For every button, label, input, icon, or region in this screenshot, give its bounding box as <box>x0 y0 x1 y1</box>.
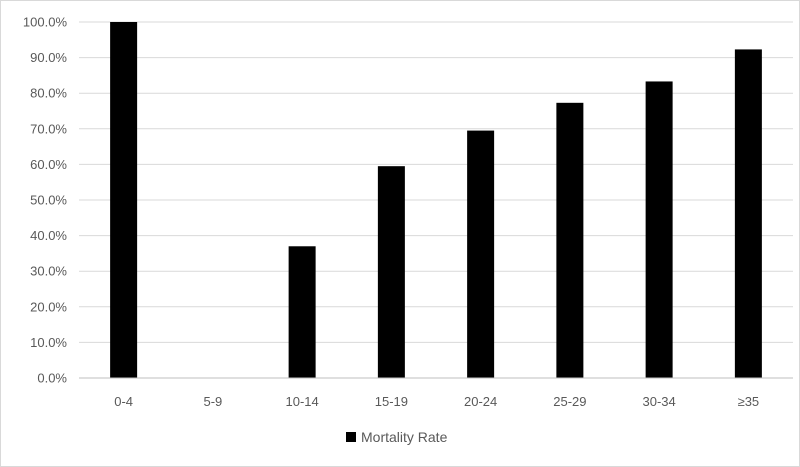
x-tick-label: 15-19 <box>375 394 408 409</box>
bar-10-14 <box>288 246 316 378</box>
bar-20-24 <box>467 130 495 378</box>
x-tick-label: 30-34 <box>643 394 676 409</box>
bar-0-4 <box>110 22 138 378</box>
x-tick-label: 20-24 <box>464 394 497 409</box>
x-tick-label: 5-9 <box>203 394 222 409</box>
x-tick-label: 10-14 <box>286 394 319 409</box>
y-tick-label: 50.0% <box>30 193 67 208</box>
y-tick-label: 40.0% <box>30 228 67 243</box>
y-tick-label: 0.0% <box>37 371 67 386</box>
bar-25-29 <box>556 102 584 378</box>
bar-≥35 <box>734 49 762 379</box>
y-tick-label: 20.0% <box>30 299 67 314</box>
legend-label: Mortality Rate <box>361 429 448 445</box>
y-tick-label: 90.0% <box>30 50 67 65</box>
bars <box>110 22 762 379</box>
y-tick-label: 30.0% <box>30 264 67 279</box>
legend: Mortality Rate <box>346 429 448 445</box>
y-tick-label: 100.0% <box>23 15 68 30</box>
y-axis-tick-labels: 0.0% 10.0% 20.0% 30.0% 40.0% 50.0% 60.0% 70.0% 8… <box>23 15 68 386</box>
x-axis-category-labels: 0-4 5-9 10-14 15-19 20-24 25-29 30-34 ≥35 <box>114 394 759 409</box>
y-tick-label: 80.0% <box>30 86 67 101</box>
x-tick-label: 0-4 <box>114 394 133 409</box>
y-tick-label: 60.0% <box>30 157 67 172</box>
x-tick-label: ≥35 <box>738 394 760 409</box>
bar-30-34 <box>645 81 673 379</box>
gridlines <box>79 21 793 343</box>
legend-swatch <box>346 432 356 442</box>
x-tick-label: 25-29 <box>553 394 586 409</box>
y-tick-label: 70.0% <box>30 121 67 136</box>
bar-15-19 <box>377 166 405 378</box>
y-tick-label: 10.0% <box>30 335 67 350</box>
